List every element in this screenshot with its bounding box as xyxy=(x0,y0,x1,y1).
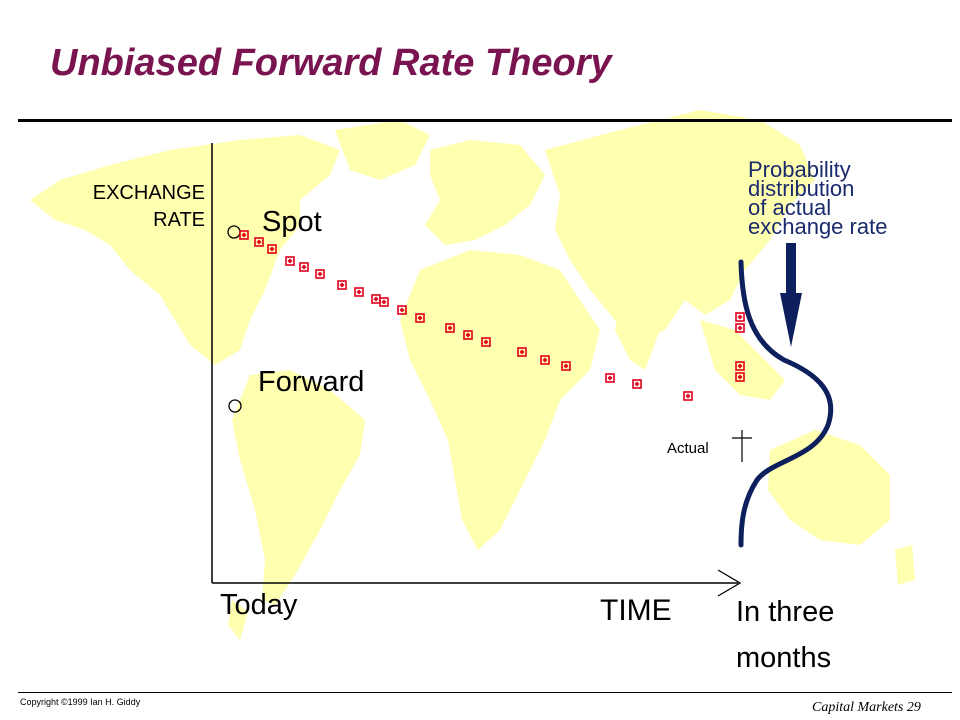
map-india xyxy=(615,300,660,370)
path-marker xyxy=(315,269,325,279)
path-marker xyxy=(605,373,615,383)
path-marker xyxy=(354,287,364,297)
path-marker xyxy=(267,244,277,254)
path-marker xyxy=(379,297,389,307)
x-axis-label: TIME xyxy=(600,594,672,627)
path-marker xyxy=(254,237,264,247)
path-marker xyxy=(397,305,407,315)
path-marker xyxy=(517,347,527,357)
forward-label: Forward xyxy=(258,366,365,398)
footer-divider xyxy=(18,692,952,693)
path-marker xyxy=(415,313,425,323)
path-marker xyxy=(239,230,249,240)
world-map-background xyxy=(30,110,915,640)
map-southeast-asia xyxy=(700,320,785,400)
probability-label-line4: exchange rate xyxy=(748,214,888,239)
y-axis-label: EXCHANGE RATE xyxy=(40,180,205,234)
path-marker xyxy=(683,391,693,401)
spot-rate-path xyxy=(239,230,745,401)
map-south-america xyxy=(232,370,365,605)
slide-title: Unbiased Forward Rate Theory xyxy=(50,42,612,84)
path-marker xyxy=(445,323,455,333)
arrow-down-icon xyxy=(780,243,802,347)
map-north-america xyxy=(30,135,340,365)
spot-label: Spot xyxy=(262,206,322,238)
map-africa xyxy=(400,250,600,550)
path-marker xyxy=(371,294,381,304)
path-marker xyxy=(735,312,745,322)
path-marker xyxy=(540,355,550,365)
probability-label-line2: distribution xyxy=(748,176,855,201)
path-marker xyxy=(632,379,642,389)
footer-text: Capital Markets 29 xyxy=(812,700,921,715)
probability-label: Probability distribution of actual excha… xyxy=(748,157,888,239)
actual-label: Actual xyxy=(667,440,709,457)
map-new-zealand xyxy=(895,545,915,585)
map-asia xyxy=(545,110,815,340)
today-label: Today xyxy=(220,589,298,621)
forward-start-circle xyxy=(228,399,242,413)
probability-distribution-curve xyxy=(738,259,834,548)
crosshair-icon xyxy=(732,430,752,462)
path-marker xyxy=(299,262,309,272)
map-australia xyxy=(768,430,890,545)
map-tip xyxy=(228,600,248,640)
end-label-line2: months xyxy=(736,642,832,674)
path-marker xyxy=(735,323,745,333)
path-marker xyxy=(285,256,295,266)
path-marker xyxy=(337,280,347,290)
probability-label-line1: Probability xyxy=(748,157,851,182)
probability-label-line3: of actual xyxy=(748,195,832,220)
end-label: In three months xyxy=(736,589,834,681)
title-divider xyxy=(18,119,952,122)
y-axis-label-line1: EXCHANGE xyxy=(92,182,205,204)
copyright-text: Copyright ©1999 Ian H. Giddy xyxy=(20,697,141,707)
end-label-line1: In three xyxy=(736,596,835,628)
path-marker xyxy=(735,361,745,371)
y-axis-label-line2: RATE xyxy=(153,209,205,231)
x-axis-arrowhead xyxy=(717,569,742,597)
path-marker xyxy=(735,372,745,382)
map-europe xyxy=(425,140,545,245)
path-marker xyxy=(561,361,571,371)
path-marker xyxy=(481,337,491,347)
map-greenland xyxy=(335,120,430,180)
path-marker xyxy=(463,330,473,340)
